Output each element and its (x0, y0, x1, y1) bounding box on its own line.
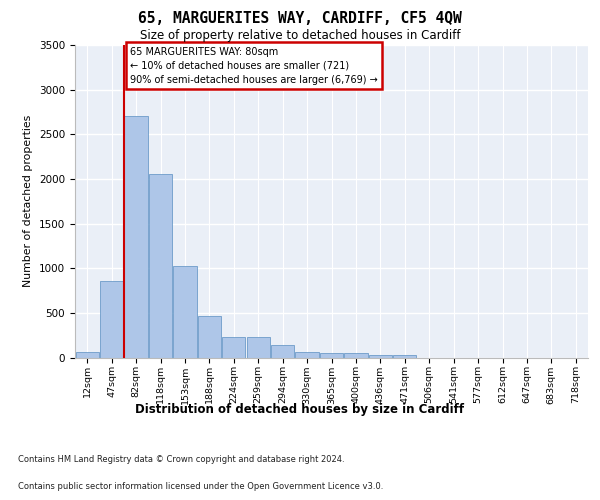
Bar (295, 352, 319, 358)
Y-axis label: Number of detached properties: Number of detached properties (23, 115, 34, 288)
Bar (198, 316, 221, 358)
Text: 65 MARGUERITES WAY: 80sqm
← 10% of detached houses are smaller (721)
90% of semi: 65 MARGUERITES WAY: 80sqm ← 10% of detac… (130, 47, 378, 85)
Bar (149, 174, 172, 358)
Bar (247, 337, 270, 357)
Bar (344, 353, 368, 358)
Bar (100, 280, 123, 357)
Text: Contains public sector information licensed under the Open Government Licence v3: Contains public sector information licen… (18, 482, 383, 491)
Text: Distribution of detached houses by size in Cardiff: Distribution of detached houses by size … (136, 402, 464, 415)
Bar (76, 352, 99, 358)
Bar (393, 356, 416, 358)
Bar (320, 352, 343, 358)
Bar (369, 355, 392, 358)
Bar (173, 266, 197, 358)
Text: Contains HM Land Registry data © Crown copyright and database right 2024.: Contains HM Land Registry data © Crown c… (18, 455, 344, 464)
Bar (271, 346, 294, 358)
Bar (124, 116, 148, 358)
Text: Size of property relative to detached houses in Cardiff: Size of property relative to detached ho… (140, 29, 460, 42)
Bar (222, 338, 245, 357)
Text: 65, MARGUERITES WAY, CARDIFF, CF5 4QW: 65, MARGUERITES WAY, CARDIFF, CF5 4QW (138, 11, 462, 26)
